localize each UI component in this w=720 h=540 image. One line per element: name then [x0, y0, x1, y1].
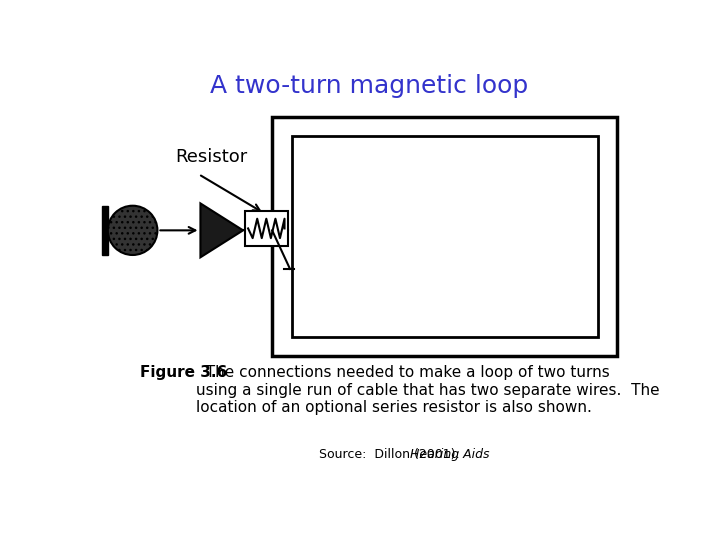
- Text: A two-turn magnetic loop: A two-turn magnetic loop: [210, 75, 528, 98]
- Text: Hearing Aids: Hearing Aids: [410, 448, 490, 461]
- Text: Resistor: Resistor: [175, 148, 248, 166]
- Text: Source:  Dillon (2001):: Source: Dillon (2001):: [319, 448, 464, 461]
- Text: Figure 3.6: Figure 3.6: [140, 365, 228, 380]
- Bar: [292, 137, 598, 336]
- Polygon shape: [200, 204, 243, 257]
- Bar: [272, 117, 617, 356]
- Bar: [102, 206, 108, 255]
- Bar: [245, 211, 287, 246]
- Text: The connections needed to make a loop of two turns
using a single run of cable t: The connections needed to make a loop of…: [196, 365, 660, 415]
- Circle shape: [108, 206, 158, 255]
